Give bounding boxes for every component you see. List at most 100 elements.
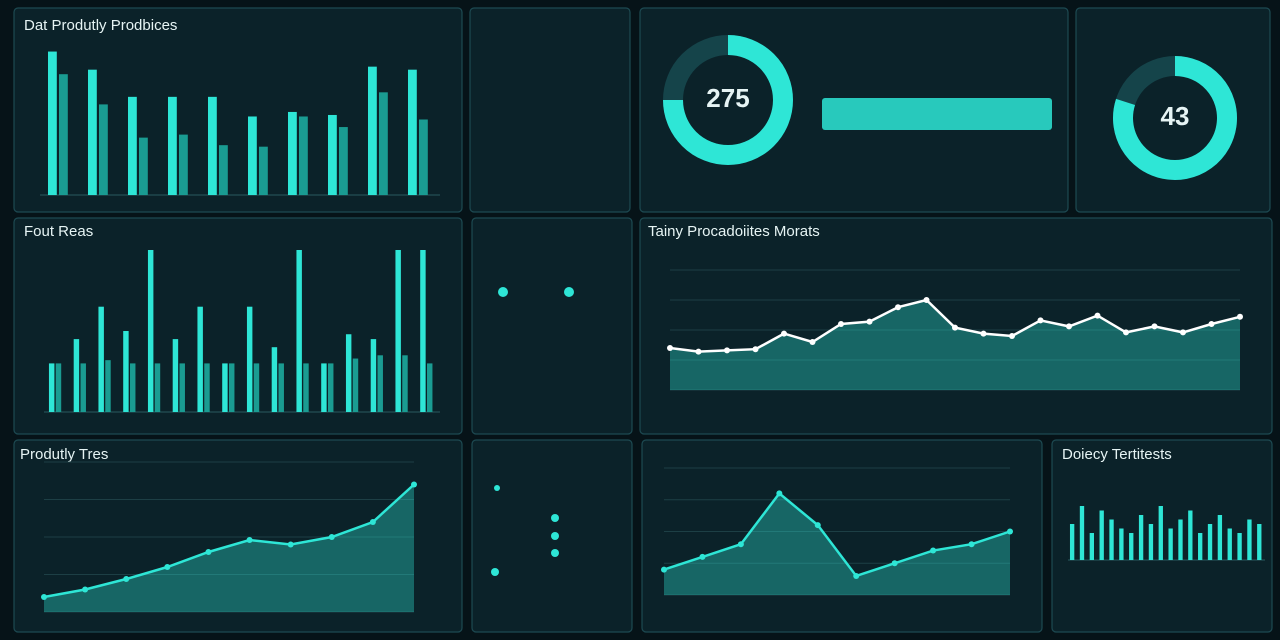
bar <box>123 331 129 412</box>
bar <box>368 66 377 196</box>
bar <box>168 96 177 195</box>
bar <box>1119 528 1124 560</box>
point <box>724 347 730 354</box>
point <box>980 330 987 337</box>
bar <box>1188 510 1193 560</box>
panel <box>471 217 633 435</box>
panel-title: Fout Reas <box>24 223 93 240</box>
bar <box>59 74 68 195</box>
point <box>411 481 417 488</box>
bar <box>55 363 62 412</box>
bar <box>98 306 104 412</box>
bar <box>288 111 297 195</box>
bar <box>352 358 359 412</box>
point <box>1208 321 1215 327</box>
donut-label: 275 <box>706 83 749 113</box>
point <box>667 345 673 351</box>
bar <box>1109 519 1114 560</box>
bar <box>219 145 228 195</box>
bar <box>197 306 203 412</box>
panel-title: Tainy Procadoiites Morats <box>648 223 820 240</box>
point <box>838 321 844 327</box>
donut-label: 43 <box>1161 101 1190 131</box>
bar <box>1129 533 1134 560</box>
point <box>1066 323 1072 330</box>
bar <box>420 250 426 412</box>
bar <box>1089 533 1095 560</box>
bar <box>379 92 388 195</box>
bar <box>328 114 337 195</box>
donut-arc <box>1113 56 1237 180</box>
point <box>82 586 89 593</box>
panel <box>13 439 463 633</box>
bar <box>1227 528 1232 560</box>
bar <box>370 339 377 412</box>
point <box>123 576 130 582</box>
point <box>1123 329 1129 336</box>
bar <box>80 363 86 412</box>
point <box>1094 312 1101 319</box>
bar <box>1079 506 1085 560</box>
panel-title: Produtly Tres <box>20 446 108 463</box>
point <box>737 541 744 548</box>
point <box>205 549 212 555</box>
area <box>670 300 1240 390</box>
bar <box>1178 519 1183 560</box>
bar <box>172 339 179 412</box>
point <box>287 541 294 548</box>
bar <box>1207 524 1213 560</box>
bar <box>154 363 161 412</box>
bar <box>99 104 108 195</box>
panel <box>641 439 1043 633</box>
point <box>1237 313 1243 320</box>
bar <box>139 137 148 195</box>
bar <box>278 363 284 412</box>
point <box>814 522 821 529</box>
point <box>776 490 783 497</box>
point <box>369 519 376 525</box>
point <box>952 324 958 331</box>
bar <box>105 360 111 412</box>
point <box>1180 329 1186 336</box>
point <box>781 330 787 337</box>
bar <box>208 96 217 195</box>
bar <box>395 250 401 412</box>
point <box>866 318 873 325</box>
point <box>968 541 975 548</box>
point <box>895 304 901 311</box>
point <box>164 564 171 570</box>
bar <box>222 363 228 412</box>
point <box>1037 317 1044 324</box>
point <box>246 537 253 543</box>
bar <box>204 363 210 412</box>
point <box>853 572 860 579</box>
panel-title: Dat Produtly Prodbices <box>24 17 177 34</box>
point <box>891 560 898 567</box>
bar <box>147 250 154 412</box>
bar <box>179 363 185 412</box>
bar <box>130 363 136 412</box>
panel <box>1075 7 1271 213</box>
bar <box>1158 506 1163 560</box>
point <box>41 594 47 600</box>
line <box>43 483 415 599</box>
bar <box>1099 510 1104 560</box>
point <box>695 348 702 355</box>
bar <box>299 116 308 195</box>
bar <box>328 363 334 412</box>
bar <box>419 119 428 195</box>
point <box>752 346 759 353</box>
bar <box>408 69 417 195</box>
bar <box>1237 533 1242 560</box>
bar <box>48 363 55 412</box>
bar <box>1257 524 1262 560</box>
point <box>809 339 816 345</box>
area <box>44 484 414 612</box>
bar <box>402 355 408 412</box>
point <box>1007 528 1013 535</box>
bar <box>1069 524 1075 560</box>
bar <box>48 51 57 195</box>
bar <box>253 363 260 412</box>
bar <box>128 96 137 195</box>
bar <box>1148 524 1154 560</box>
